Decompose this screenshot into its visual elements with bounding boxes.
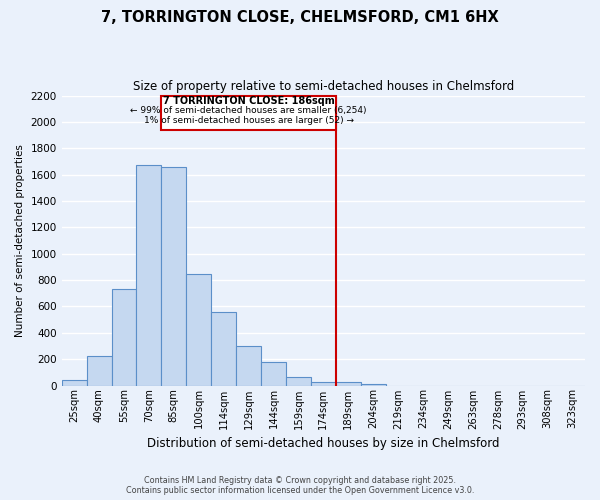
Bar: [86, 356, 112, 386]
Bar: [161, 166, 186, 386]
Bar: [311, 382, 336, 386]
Text: 7 TORRINGTON CLOSE: 186sqm: 7 TORRINGTON CLOSE: 186sqm: [163, 96, 334, 106]
Bar: [261, 362, 286, 386]
Text: 7, TORRINGTON CLOSE, CHELMSFORD, CM1 6HX: 7, TORRINGTON CLOSE, CHELMSFORD, CM1 6HX: [101, 10, 499, 25]
Bar: [336, 382, 361, 386]
Bar: [236, 346, 261, 386]
Bar: [112, 290, 136, 386]
Y-axis label: Number of semi-detached properties: Number of semi-detached properties: [15, 144, 25, 337]
Bar: [361, 384, 386, 386]
Title: Size of property relative to semi-detached houses in Chelmsford: Size of property relative to semi-detach…: [133, 80, 514, 93]
Text: Contains HM Land Registry data © Crown copyright and database right 2025.
Contai: Contains HM Land Registry data © Crown c…: [126, 476, 474, 495]
Bar: [136, 165, 161, 386]
Bar: [286, 377, 311, 386]
Bar: [211, 312, 236, 386]
Bar: [186, 274, 211, 386]
FancyBboxPatch shape: [161, 96, 336, 130]
Bar: [62, 380, 86, 386]
Text: ← 99% of semi-detached houses are smaller (6,254): ← 99% of semi-detached houses are smalle…: [130, 106, 367, 115]
X-axis label: Distribution of semi-detached houses by size in Chelmsford: Distribution of semi-detached houses by …: [147, 437, 500, 450]
Text: 1% of semi-detached houses are larger (52) →: 1% of semi-detached houses are larger (5…: [143, 116, 353, 124]
